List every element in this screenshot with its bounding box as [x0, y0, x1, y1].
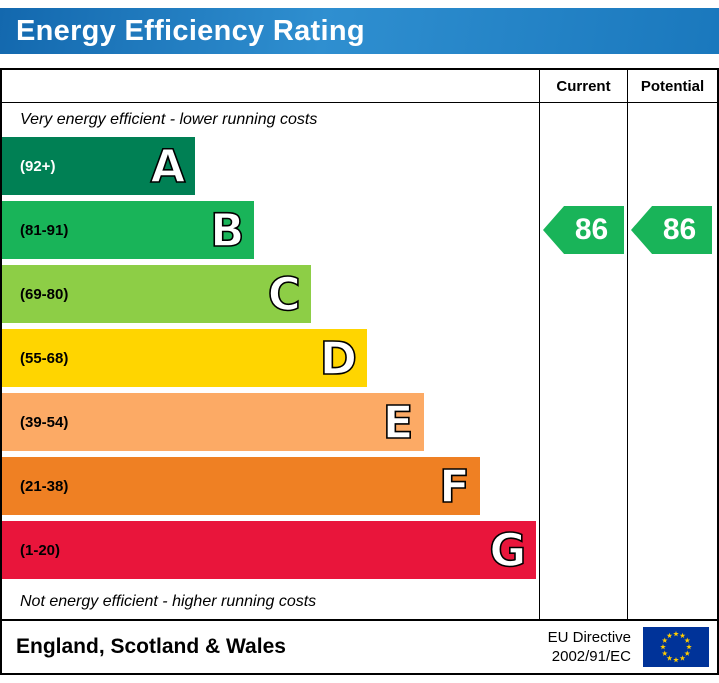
eu-directive-line1: EU Directive: [547, 628, 631, 646]
band-letter: D: [319, 331, 358, 385]
potential-rating-value: 86: [662, 213, 697, 246]
band-row: (39-54) E: [2, 393, 539, 451]
band-row: (81-91) B: [2, 201, 539, 259]
band-range-label: (39-54): [20, 413, 69, 431]
region-label: England, Scotland & Wales: [16, 635, 286, 658]
band-row: (1-20) G: [2, 521, 539, 579]
band-letter: C: [267, 267, 302, 321]
current-column: 86: [539, 103, 627, 619]
potential-column-header: Potential: [627, 70, 717, 102]
band-bar: (81-91) B: [2, 201, 255, 259]
band-bar: (92+) A: [2, 137, 196, 195]
band-range-label: (92+): [20, 157, 56, 175]
rating-bands: Very energy efficient - lower running co…: [2, 103, 539, 619]
band-range-label: (1-20): [20, 541, 61, 559]
potential-column: 86: [627, 103, 717, 619]
band-range-label: (81-91): [20, 221, 69, 239]
bottom-note: Not energy efficient - higher running co…: [20, 593, 317, 610]
chart-footer: England, Scotland & Wales EU Directive 2…: [2, 619, 717, 673]
page-title-bar: Energy Efficiency Rating: [0, 8, 719, 54]
band-letter: F: [438, 459, 470, 513]
band-row: (92+) A: [2, 137, 539, 195]
band-bar: (1-20) G: [2, 521, 537, 579]
band-bar: (55-68) D: [2, 329, 368, 387]
rating-chart: Current Potential Very energy efficient …: [0, 68, 719, 675]
band-bar: (69-80) C: [2, 265, 311, 323]
chart-body: Very energy efficient - lower running co…: [2, 103, 717, 619]
chart-header-row: Current Potential: [2, 70, 717, 103]
current-arrow: 86: [543, 206, 624, 254]
band-letter: A: [150, 139, 186, 193]
page-title: Energy Efficiency Rating: [16, 14, 365, 47]
eu-directive-label: EU Directive 2002/91/EC: [548, 628, 631, 667]
band-letter: B: [209, 203, 245, 257]
band-letter: G: [489, 523, 528, 577]
band-range-label: (21-38): [20, 477, 69, 495]
band-row: (21-38) F: [2, 457, 539, 515]
band-bar: (39-54) E: [2, 393, 424, 451]
header-spacer: [2, 70, 539, 102]
current-rating-value: 86: [574, 213, 609, 246]
potential-arrow: 86: [631, 206, 712, 254]
band-letter: E: [382, 395, 414, 449]
epc-certificate: Energy Efficiency Rating Current Potenti…: [0, 8, 719, 675]
current-column-header: Current: [539, 70, 627, 102]
band-row: (69-80) C: [2, 265, 539, 323]
band-range-label: (55-68): [20, 349, 69, 367]
top-note: Very energy efficient - lower running co…: [20, 111, 318, 128]
band-bar: (21-38) F: [2, 457, 480, 515]
band-row: (55-68) D: [2, 329, 539, 387]
band-range-label: (69-80): [20, 285, 69, 303]
eu-flag-icon: [643, 627, 709, 667]
eu-directive-line2: 2002/91/EC: [551, 648, 631, 665]
